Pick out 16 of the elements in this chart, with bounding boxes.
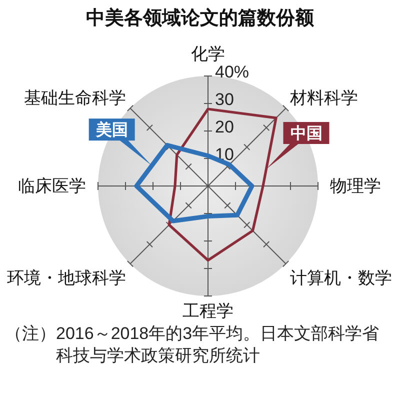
category-label: 材料科学 bbox=[290, 88, 358, 108]
series-name-label: 中国 bbox=[266, 122, 330, 169]
category-label: 临床医学 bbox=[18, 176, 86, 196]
title: 中美各领域论文的篇数份额 bbox=[86, 8, 314, 29]
annotation: （注）2016～2018年的3年平均。日本文部科学省科技与学术政策研究所统计 bbox=[5, 323, 380, 367]
category-label: 环境・地球科学 bbox=[7, 268, 126, 288]
category-label: 计算机・数学 bbox=[290, 268, 392, 288]
tick-label: 30 bbox=[215, 90, 234, 109]
tick-label: 20 bbox=[215, 118, 234, 136]
category-label: 物理学 bbox=[330, 176, 381, 196]
category-label: 化学 bbox=[191, 44, 225, 64]
series-name-label: 美国 bbox=[88, 118, 152, 166]
tick-label: 40% bbox=[215, 62, 250, 82]
category-label: 工程学 bbox=[182, 302, 234, 320]
category-label: 基础生命科学 bbox=[24, 88, 126, 108]
series-label: 中国 bbox=[290, 124, 322, 142]
